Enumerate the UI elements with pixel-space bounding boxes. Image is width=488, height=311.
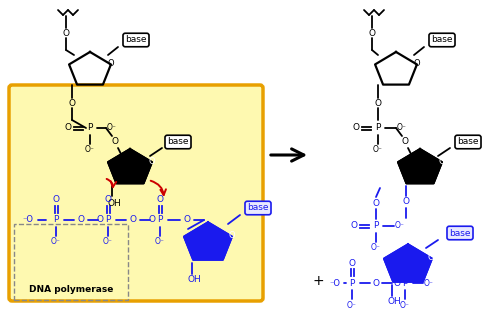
Text: O⁻: O⁻ xyxy=(85,146,95,155)
Text: O: O xyxy=(372,198,379,207)
Text: ⁻O: ⁻O xyxy=(329,278,340,287)
Text: O: O xyxy=(64,123,71,132)
Polygon shape xyxy=(397,149,441,183)
Text: O: O xyxy=(52,196,60,205)
Text: base: base xyxy=(448,229,470,238)
Text: O⁻: O⁻ xyxy=(396,123,406,132)
Text: base: base xyxy=(247,203,268,212)
Text: O⁻: O⁻ xyxy=(423,278,433,287)
Text: P: P xyxy=(105,216,110,225)
Text: O⁻: O⁻ xyxy=(155,238,164,247)
Text: base: base xyxy=(125,35,146,44)
Text: O: O xyxy=(401,258,407,267)
Text: P: P xyxy=(402,278,407,287)
Text: O: O xyxy=(107,59,114,68)
Text: O: O xyxy=(62,29,69,38)
Text: O: O xyxy=(438,157,445,166)
Text: ⁻O: ⁻O xyxy=(22,216,34,225)
Text: O: O xyxy=(427,253,433,262)
Text: O: O xyxy=(183,216,190,225)
Text: P: P xyxy=(372,221,378,230)
Text: O: O xyxy=(96,216,103,225)
Text: O: O xyxy=(129,216,136,225)
Text: +: + xyxy=(311,274,323,288)
Text: O: O xyxy=(352,123,359,132)
Text: O: O xyxy=(413,59,420,68)
Text: O⁻: O⁻ xyxy=(394,221,404,230)
Text: O: O xyxy=(148,157,155,166)
Text: P: P xyxy=(375,123,380,132)
Text: O⁻: O⁻ xyxy=(51,238,61,247)
Text: O: O xyxy=(68,99,75,108)
Polygon shape xyxy=(384,244,431,281)
Text: O⁻: O⁻ xyxy=(103,238,113,247)
Text: P: P xyxy=(157,216,163,225)
Text: O: O xyxy=(156,196,163,205)
Text: O: O xyxy=(111,137,118,146)
Text: O: O xyxy=(374,99,381,108)
Text: P: P xyxy=(87,123,93,132)
Text: OH: OH xyxy=(187,276,201,285)
Text: O⁻: O⁻ xyxy=(370,244,380,253)
Text: O: O xyxy=(228,230,235,239)
Text: O: O xyxy=(350,221,357,230)
Text: O: O xyxy=(104,196,111,205)
Text: O: O xyxy=(348,258,355,267)
Text: O: O xyxy=(372,278,379,287)
Text: base: base xyxy=(456,137,478,146)
Text: O: O xyxy=(402,197,408,207)
Text: O⁻: O⁻ xyxy=(346,300,356,309)
Text: O: O xyxy=(401,137,407,146)
Text: base: base xyxy=(430,35,452,44)
FancyBboxPatch shape xyxy=(9,85,263,301)
Polygon shape xyxy=(184,222,231,260)
Text: P: P xyxy=(53,216,59,225)
Text: O: O xyxy=(368,29,375,38)
Text: O⁻: O⁻ xyxy=(372,146,382,155)
Text: OH: OH xyxy=(107,198,121,207)
Text: O: O xyxy=(393,278,400,287)
Text: DNA polymerase: DNA polymerase xyxy=(29,285,113,295)
Text: O⁻: O⁻ xyxy=(399,300,409,309)
Text: P: P xyxy=(348,278,354,287)
Text: O: O xyxy=(77,216,84,225)
Text: OH: OH xyxy=(386,298,400,307)
Text: O⁻: O⁻ xyxy=(107,123,117,132)
Polygon shape xyxy=(108,149,152,183)
Text: base: base xyxy=(167,137,188,146)
Text: O: O xyxy=(148,216,155,225)
